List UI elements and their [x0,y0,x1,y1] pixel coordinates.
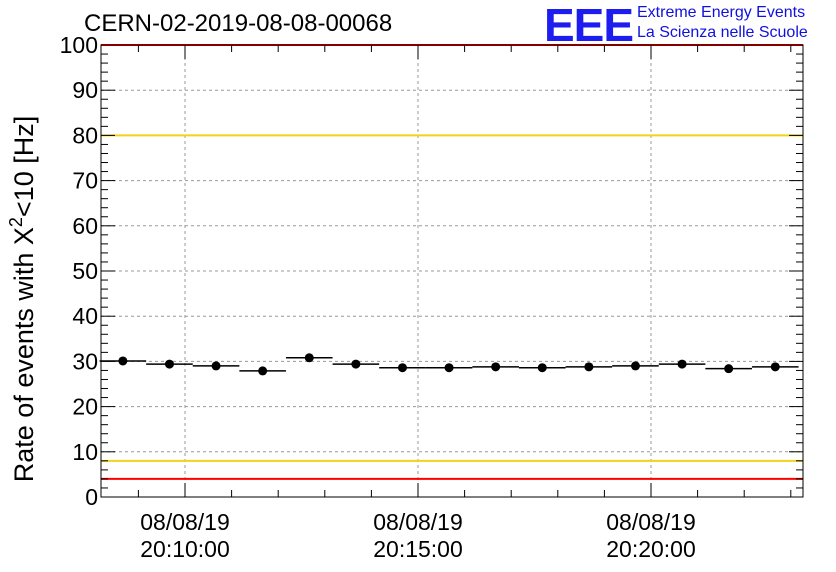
data-point [491,362,501,372]
y-tick-label: 60 [72,213,98,239]
logo-letters: EEE [544,0,634,51]
y-tick-label: 20 [72,394,98,420]
x-tick-label-time: 20:15:00 [373,536,463,562]
y-tick-label: 10 [72,439,98,465]
y-tick-label: 90 [72,77,98,103]
y-axis-label: Rate of events with X2<10 [Hz] [6,116,39,482]
y-tick-label: 0 [85,484,98,510]
logo-text-line1: Extreme Energy Events [637,4,806,21]
x-tick-label-time: 20:20:00 [606,536,696,562]
data-point [444,363,454,373]
x-tick-label-date: 08/08/19 [373,509,463,535]
data-point [351,359,361,369]
data-point [770,362,780,372]
y-tick-label: 100 [60,32,98,58]
y-tick-label: 70 [72,168,98,194]
y-tick-label: 80 [72,122,98,148]
data-point [677,359,687,369]
data-point [397,363,407,373]
eee-logo: EEE [544,0,634,51]
x-tick-label-date: 08/08/19 [606,509,696,535]
data-point [164,359,174,369]
y-tick-label: 30 [72,348,98,374]
data-point [118,356,128,366]
data-point [724,364,734,374]
x-tick-label-date: 08/08/19 [140,509,230,535]
x-tick-label-time: 20:10:00 [140,536,230,562]
logo-text-line2: La Scienza nelle Scuole [637,24,808,41]
chart-title: CERN-02-2019-08-08-00068 [84,10,393,37]
data-point [211,361,221,371]
data-point [258,366,268,376]
y-tick-label: 50 [72,258,98,284]
data-point [537,363,547,373]
data-point [630,361,640,371]
data-point [304,353,314,363]
data-point [584,362,594,372]
y-tick-label: 40 [72,303,98,329]
